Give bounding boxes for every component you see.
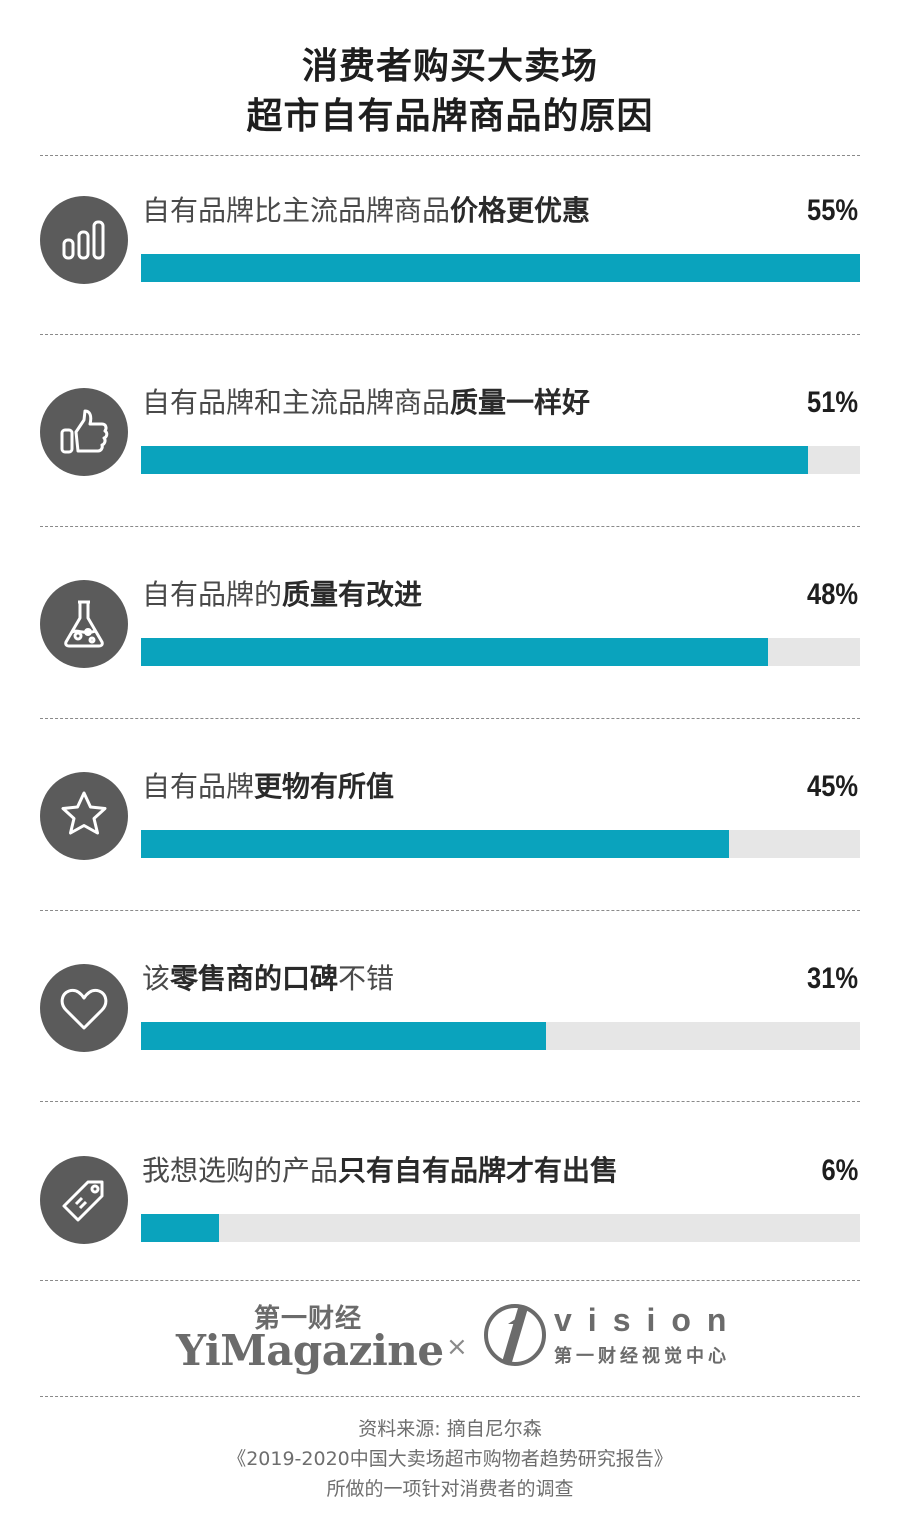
bar-label: 自有品牌的质量有改进 xyxy=(142,578,423,611)
flask-icon xyxy=(40,580,128,668)
yimagazine-logo: YiMagazine xyxy=(176,1326,444,1375)
divider xyxy=(40,910,860,911)
bar xyxy=(141,254,860,282)
bar-track xyxy=(141,446,860,474)
data-label: 48% xyxy=(806,578,858,611)
bar-row-price: 自有品牌比主流品牌商品价格更优惠 55% xyxy=(0,194,900,344)
heart-icon xyxy=(40,964,128,1052)
divider xyxy=(40,1101,860,1102)
bar-track xyxy=(141,254,860,282)
bar-label: 自有品牌比主流品牌商品价格更优惠 xyxy=(142,194,591,227)
vision-logo-icon xyxy=(484,1304,546,1366)
divider xyxy=(40,155,860,156)
data-label: 6% xyxy=(821,1154,858,1187)
divider xyxy=(40,334,860,335)
bar-track xyxy=(141,1022,860,1050)
title-line-1: 消费者购买大卖场 xyxy=(301,46,598,87)
bar-track xyxy=(141,638,860,666)
yimagazine-logo-cn: 第一财经 xyxy=(254,1304,363,1334)
bar-label: 自有品牌更物有所值 xyxy=(142,770,395,803)
chart-title: 消费者购买大卖场 超市自有品牌商品的原因 xyxy=(0,42,900,142)
vision-logo-text: vision xyxy=(554,1302,743,1338)
bar xyxy=(141,638,769,666)
data-label: 45% xyxy=(806,770,858,803)
bar-row-value-for-money: 自有品牌更物有所值 45% xyxy=(0,770,900,920)
thumbs-up-icon xyxy=(40,388,128,476)
bar-row-only-own-brand: 我想选购的产品只有自有品牌才有出售 6% xyxy=(0,1154,900,1304)
title-line-2: 超市自有品牌商品的原因 xyxy=(246,96,654,137)
bar-track xyxy=(141,830,860,858)
source-line-1: 资料来源: 摘自尼尔森 xyxy=(358,1418,542,1440)
source-line-3: 所做的一项针对消费者的调查 xyxy=(326,1478,574,1500)
star-icon xyxy=(40,772,128,860)
bar-row-reputation: 该零售商的口碑不错 31% xyxy=(0,962,900,1112)
data-label: 51% xyxy=(806,386,858,419)
cross-separator: × xyxy=(446,1332,468,1362)
bar-row-quality-same: 自有品牌和主流品牌商品质量一样好 51% xyxy=(0,386,900,536)
bar-row-quality-improved: 自有品牌的质量有改进 48% xyxy=(0,578,900,728)
bar xyxy=(141,830,730,858)
bar-label: 我想选购的产品只有自有品牌才有出售 xyxy=(142,1154,619,1187)
source-line-2: 《2019-2020中国大卖场超市购物者趋势研究报告》 xyxy=(227,1448,673,1470)
divider xyxy=(40,718,860,719)
bar-label: 该零售商的口碑不错 xyxy=(142,962,395,995)
bar xyxy=(141,446,808,474)
bar xyxy=(141,1214,220,1242)
source-note: 资料来源: 摘自尼尔森 《2019-2020中国大卖场超市购物者趋势研究报告》 … xyxy=(0,1414,900,1504)
publisher-logos: 第一财经 YiMagazine × vision 第一财经视觉中心 xyxy=(0,1296,900,1386)
divider xyxy=(40,1280,860,1281)
bar xyxy=(141,1022,547,1050)
bar-label: 自有品牌和主流品牌商品质量一样好 xyxy=(142,386,591,419)
bar-chart-icon xyxy=(40,196,128,284)
data-label: 55% xyxy=(806,194,858,227)
divider xyxy=(40,1396,860,1397)
data-label: 31% xyxy=(806,962,858,995)
vision-logo-cn: 第一财经视觉中心 xyxy=(554,1346,730,1367)
bar-track xyxy=(141,1214,860,1242)
price-tag-icon xyxy=(40,1156,128,1244)
divider xyxy=(40,526,860,527)
